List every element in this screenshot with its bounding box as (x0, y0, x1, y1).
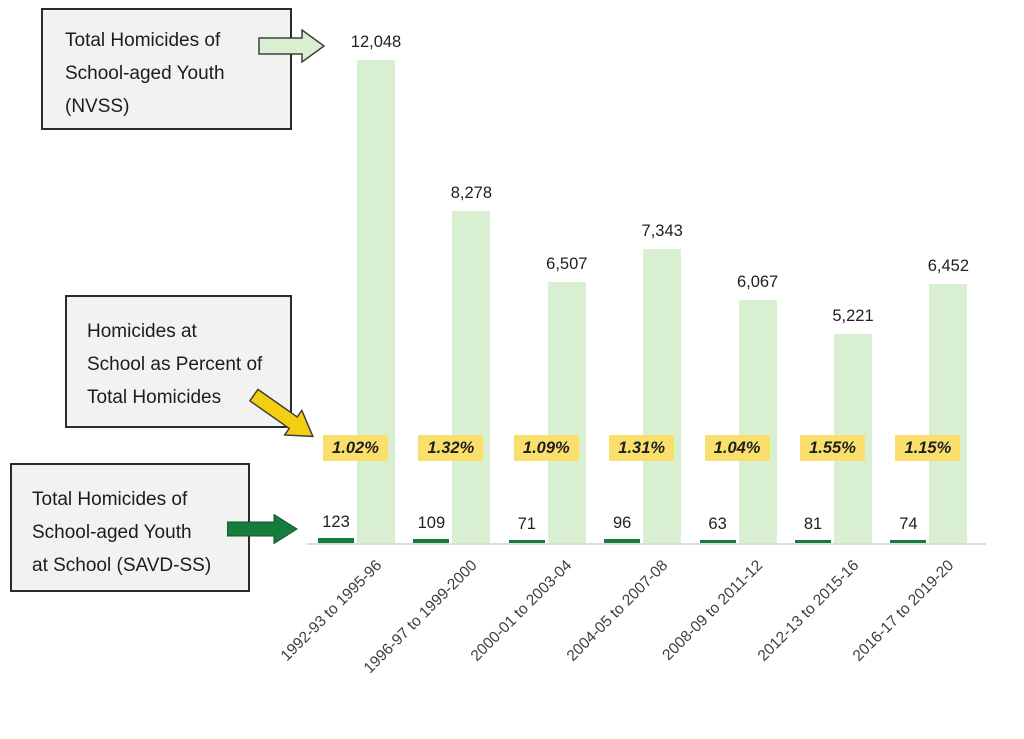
total-value-label: 6,067 (736, 272, 779, 291)
savd-arrow-icon (227, 514, 298, 544)
total-value-label: 8,278 (450, 184, 493, 203)
percent-label: 1.32% (418, 435, 484, 461)
x-axis-line (307, 543, 986, 545)
x-tick-text: 2016-17 to 2019-20 (849, 557, 958, 665)
total-value-label: 5,221 (832, 306, 874, 325)
school-value-label: 71 (517, 515, 536, 534)
callout-percent: Homicides at School as Percent of Total … (65, 295, 292, 428)
school-value-label: 74 (899, 515, 918, 534)
total-value-label: 7,343 (641, 221, 683, 240)
bar-total-homicides (357, 60, 395, 543)
bar-homicides-at-school (795, 539, 831, 543)
total-value-label: 6,452 (927, 257, 970, 276)
school-value-label: 63 (708, 515, 727, 534)
bar-homicides-at-school (699, 540, 736, 543)
bar-homicides-at-school (604, 539, 641, 543)
percent-label: 1.04% (704, 435, 770, 461)
percent-arrow-icon (248, 388, 315, 438)
percent-label: 1.02% (323, 435, 388, 461)
bar-total-homicides (929, 284, 968, 543)
bar-total-homicides (643, 248, 682, 543)
bar-homicides-at-school (413, 538, 450, 543)
school-value-label: 109 (417, 513, 446, 532)
percent-label: 1.09% (513, 435, 579, 461)
percent-label: 1.15% (895, 435, 961, 461)
callout-percent-line: Homicides at (87, 321, 197, 342)
school-value-label: 123 (322, 513, 350, 532)
bar-total-homicides (452, 211, 491, 543)
callout-percent-line: School as Percent of (87, 354, 263, 375)
bar-total-homicides (738, 299, 777, 543)
percent-label: 1.55% (800, 435, 865, 461)
bar-homicides-at-school (318, 538, 354, 543)
callout-nvss: Total Homicides of School-aged Youth (NV… (41, 8, 292, 130)
total-value-label: 12,048 (350, 33, 402, 51)
callout-percent-line: Total Homicides (87, 387, 222, 408)
callout-nvss-line: Total Homicides of (65, 30, 221, 51)
callout-savd-line: Total Homicides of (32, 489, 188, 510)
school-value-label: 81 (803, 514, 823, 533)
callout-savd-line: at School (SAVD-SS) (32, 555, 212, 576)
school-value-label: 96 (613, 514, 632, 533)
bar-homicides-at-school (508, 540, 545, 543)
bar-total-homicides (547, 282, 586, 543)
percent-label: 1.31% (609, 435, 675, 461)
x-tick-label: 2016-17 to 2019-20 (705, 557, 958, 665)
callout-nvss-line: School-aged Youth (65, 63, 225, 84)
bar-homicides-at-school (890, 540, 927, 543)
total-value-label: 6,507 (546, 255, 588, 274)
callout-savd-line: School-aged Youth (32, 522, 192, 543)
callout-nvss-line: (NVSS) (65, 96, 130, 117)
nvss-arrow-icon (258, 29, 326, 63)
callout-savd: Total Homicides of School-aged Youth at … (10, 463, 250, 592)
